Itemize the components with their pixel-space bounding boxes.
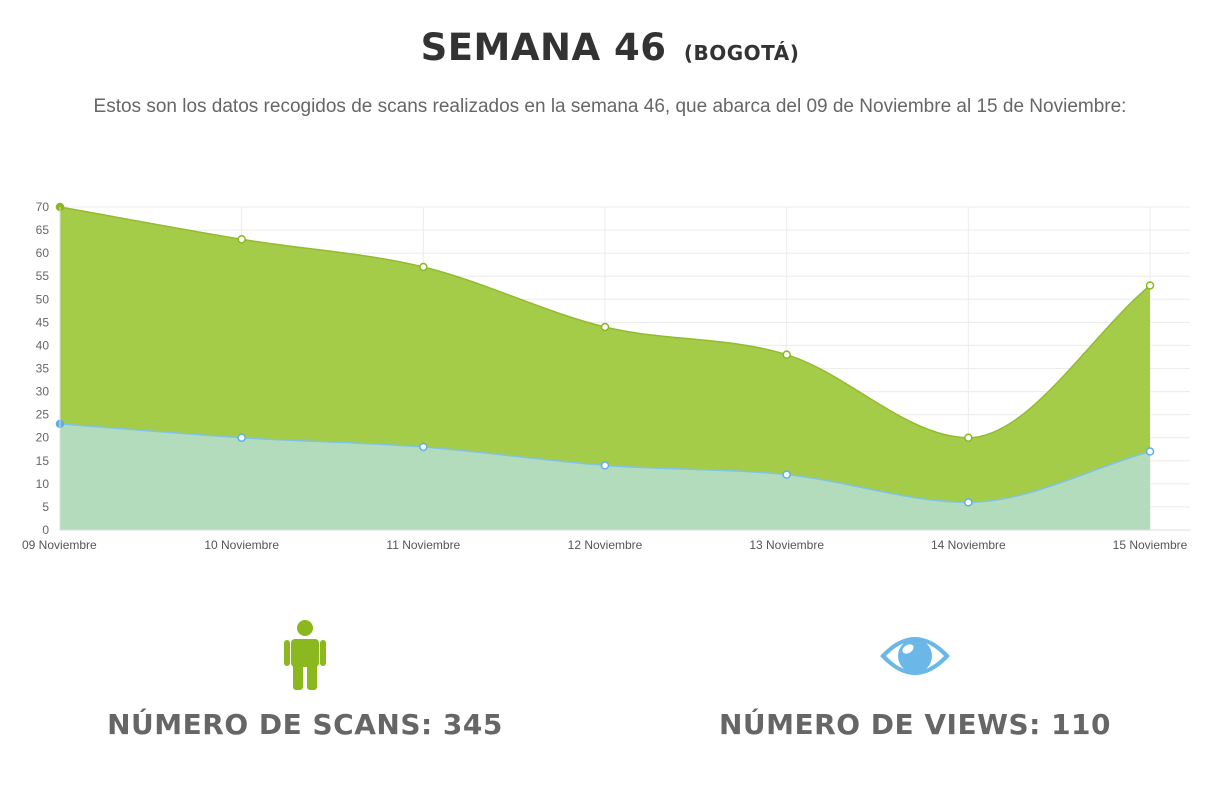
y-tick-label: 45 — [36, 315, 50, 329]
series-1-point[interactable] — [237, 235, 246, 244]
y-tick-label: 40 — [36, 338, 50, 352]
x-tick-label: 15 Noviembre — [1113, 538, 1188, 552]
x-tick-label: 13 Noviembre — [749, 538, 824, 552]
x-tick-label: 10 Noviembre — [204, 538, 279, 552]
y-tick-label: 15 — [36, 454, 50, 468]
y-tick-label: 30 — [36, 385, 50, 399]
series-2-area — [60, 423, 1150, 530]
y-tick-label: 35 — [36, 362, 50, 376]
series-2-point[interactable] — [419, 442, 428, 452]
page-title-main: SEMANA 46 — [420, 26, 667, 69]
views-count: NÚMERO DE VIEWS: 110 — [718, 708, 1112, 741]
series-1-point[interactable] — [782, 350, 791, 359]
y-tick-label: 0 — [42, 523, 49, 537]
y-tick-label: 55 — [36, 269, 50, 283]
page-title-city: (BOGOTÁ) — [683, 41, 800, 65]
page-description: Estos son los datos recogidos de scans r… — [93, 96, 1127, 117]
scans-stat: NÚMERO DE SCANS: 345 — [0, 620, 610, 741]
eye-icon — [880, 637, 950, 675]
y-tick-label: 50 — [36, 292, 50, 306]
series-2-point[interactable] — [964, 498, 973, 507]
series-1-point[interactable] — [419, 262, 428, 272]
x-tick-label: 11 Noviembre — [386, 538, 460, 552]
y-tick-label: 60 — [36, 246, 50, 260]
area-chart: 0 5 10 15 20 25 30 35 40 45 50 55 60 65 70 09 Noviembr… — [22, 200, 1190, 552]
y-axis: 0 5 10 15 20 25 30 35 40 45 50 55 60 65 70 — [36, 200, 61, 537]
y-tick-label: 20 — [36, 431, 50, 445]
x-tick-label: 12 Noviembre — [568, 538, 643, 552]
series-1-point[interactable] — [600, 322, 610, 332]
views-stat: NÚMERO DE VIEWS: 110 — [610, 620, 1220, 741]
y-tick-label: 70 — [36, 200, 50, 214]
series-2-point[interactable] — [600, 461, 610, 470]
y-tick-label: 5 — [42, 500, 49, 514]
series-1-point[interactable] — [964, 433, 973, 442]
person-icon — [284, 620, 326, 690]
x-tick-label: 09 Noviembre — [22, 538, 97, 552]
series-1-point[interactable] — [1145, 281, 1155, 290]
page-title: SEMANA 46 (BOGOTÁ) — [0, 26, 1220, 69]
y-tick-label: 10 — [36, 477, 50, 491]
y-tick-label: 25 — [36, 408, 50, 422]
y-tick-label: 65 — [36, 223, 50, 237]
x-axis: 09 Noviembre 10 Noviembre 11 Noviembre 12 N… — [22, 529, 1190, 552]
scans-count: NÚMERO DE SCANS: 345 — [107, 708, 503, 741]
x-tick-label: 14 Noviembre — [931, 538, 1006, 552]
series-2-point[interactable] — [782, 470, 791, 479]
series-2-point[interactable] — [237, 433, 246, 442]
series-2-point[interactable] — [1145, 447, 1155, 456]
